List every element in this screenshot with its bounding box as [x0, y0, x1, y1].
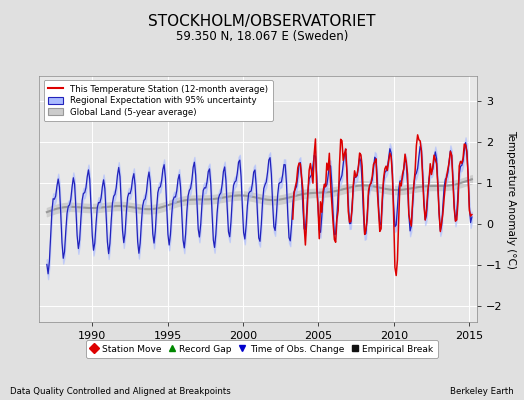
Text: 59.350 N, 18.067 E (Sweden): 59.350 N, 18.067 E (Sweden) — [176, 30, 348, 43]
Legend: This Temperature Station (12-month average), Regional Expectation with 95% uncer: This Temperature Station (12-month avera… — [43, 80, 272, 121]
Y-axis label: Temperature Anomaly (°C): Temperature Anomaly (°C) — [506, 130, 516, 268]
Text: STOCKHOLM/OBSERVATORIET: STOCKHOLM/OBSERVATORIET — [148, 14, 376, 29]
Text: Data Quality Controlled and Aligned at Breakpoints: Data Quality Controlled and Aligned at B… — [10, 387, 231, 396]
Legend: Station Move, Record Gap, Time of Obs. Change, Empirical Break: Station Move, Record Gap, Time of Obs. C… — [86, 340, 438, 358]
Text: Berkeley Earth: Berkeley Earth — [450, 387, 514, 396]
